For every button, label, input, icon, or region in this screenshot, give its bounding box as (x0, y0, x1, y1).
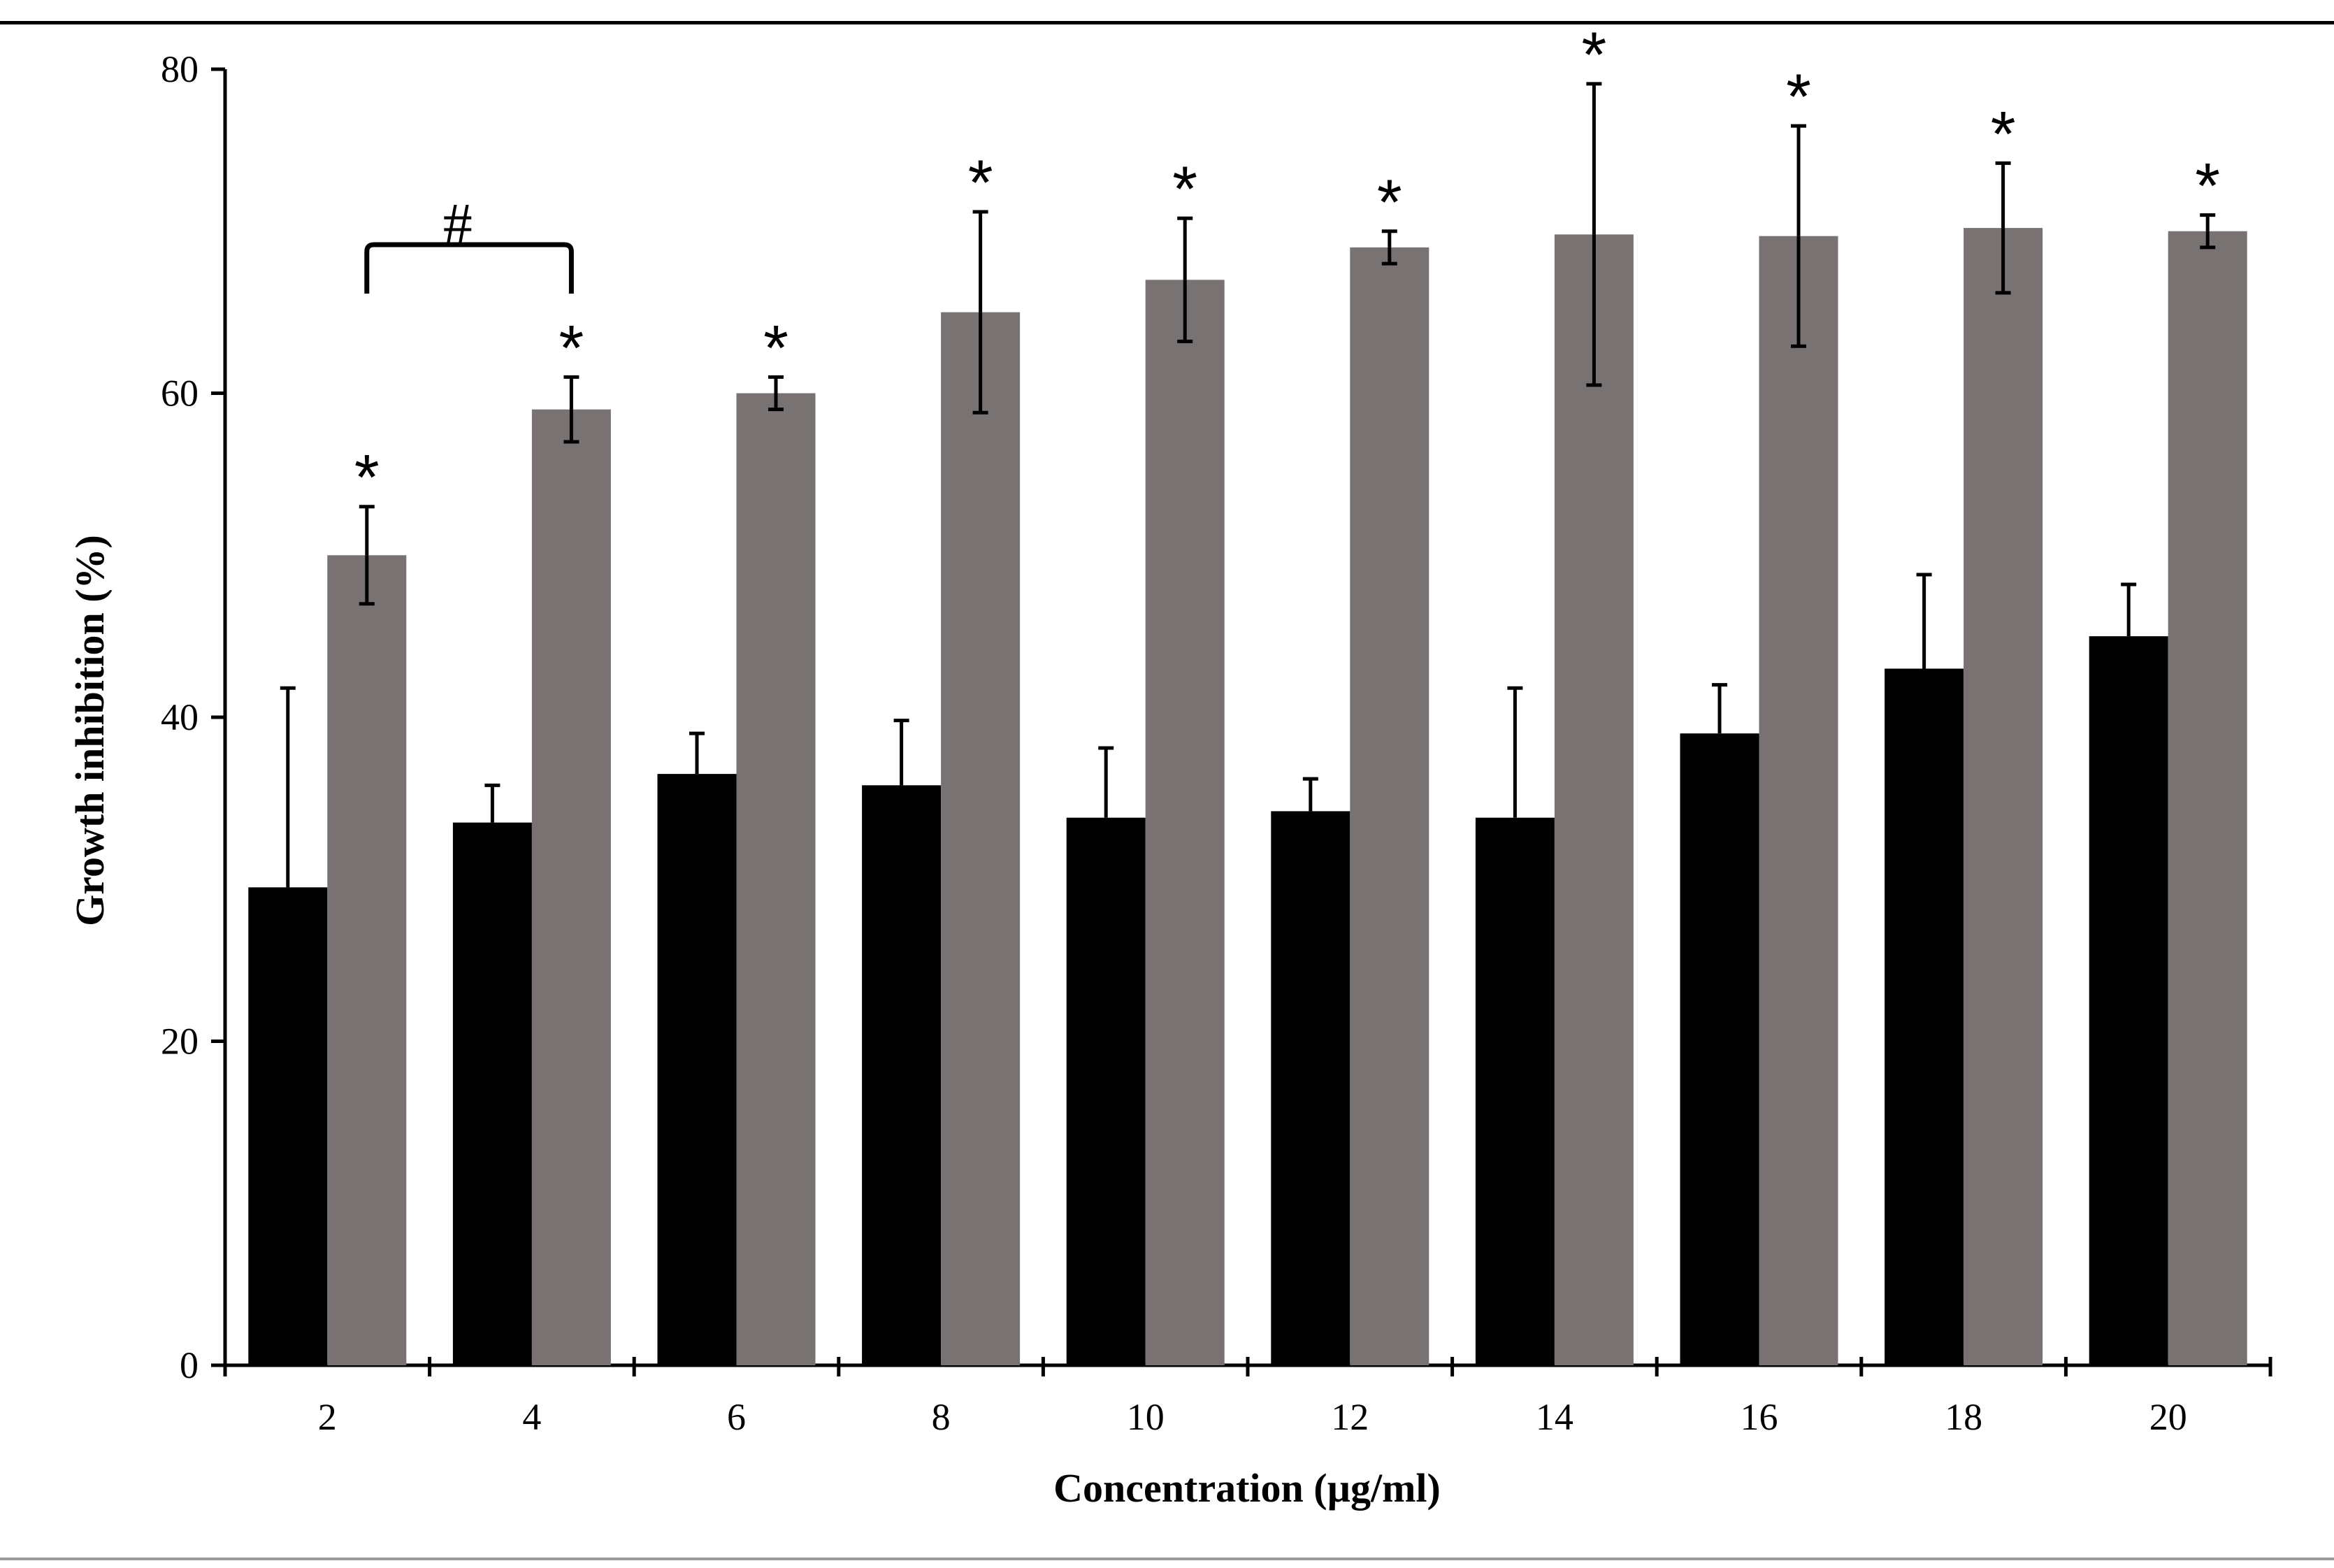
top-rule (0, 21, 2334, 24)
bar-1-2 (248, 887, 328, 1365)
x-tick-label: 12 (1331, 1396, 1369, 1438)
y-axis-title: Growth inhibition (%) (67, 535, 113, 926)
bar-1-16 (1680, 733, 1759, 1365)
significance-star: * (1377, 167, 1402, 238)
comparison-hash: # (443, 192, 473, 257)
annotations: * * * * * * * * * * # (354, 20, 2220, 514)
bar-2-18 (1964, 228, 2043, 1365)
significance-star: * (2195, 151, 2220, 222)
x-tick-label: 4 (522, 1396, 541, 1438)
bar-2-14 (1554, 234, 1634, 1365)
bar-1-6 (657, 774, 737, 1365)
x-axis-title: Concentration (µg/ml) (1053, 1465, 1441, 1511)
bar-2-2 (327, 555, 407, 1365)
significance-star: * (763, 312, 788, 384)
bar-2-4 (531, 409, 611, 1365)
bar-2-10 (1145, 280, 1225, 1365)
y-tick-label: 0 (180, 1344, 199, 1386)
significance-star: * (354, 443, 380, 514)
significance-star: * (1581, 20, 1606, 91)
bar-1-8 (862, 785, 942, 1365)
bar-2-20 (2168, 231, 2247, 1365)
x-tick-label: 10 (1127, 1396, 1165, 1438)
y-tick-label: 20 (161, 1021, 199, 1063)
error-bars (280, 82, 2216, 888)
y-tick-label: 60 (161, 373, 199, 415)
x-tick-label: 18 (1945, 1396, 1982, 1438)
bottom-rule (0, 1558, 2334, 1560)
y-tick-label: 80 (161, 48, 199, 90)
significance-star: * (559, 312, 584, 384)
x-tick-label: 6 (727, 1396, 746, 1438)
bars (248, 228, 2247, 1365)
significance-star: * (1172, 154, 1197, 225)
comparison-bracket (364, 242, 574, 294)
bar-1-20 (2089, 636, 2168, 1365)
y-axis: 0 20 40 60 80 (161, 48, 227, 1386)
bar-2-6 (736, 393, 816, 1365)
significance-star: * (1786, 62, 1811, 133)
x-tick-label: 16 (1741, 1396, 1778, 1438)
bar-2-12 (1350, 247, 1429, 1365)
bar-1-10 (1066, 817, 1146, 1365)
x-axis: 2 4 6 8 10 12 14 16 18 20 (223, 1357, 2272, 1438)
significance-star: * (968, 148, 993, 219)
bar-1-14 (1475, 817, 1555, 1365)
significance-star: * (1991, 99, 2016, 170)
bar-2-8 (941, 312, 1021, 1365)
bar-1-4 (452, 822, 532, 1365)
x-tick-label: 8 (932, 1396, 951, 1438)
x-tick-label: 2 (318, 1396, 337, 1438)
bar-2-16 (1759, 236, 1838, 1365)
bar-1-18 (1885, 668, 1964, 1365)
bar-1-12 (1271, 811, 1350, 1365)
y-tick-label: 40 (161, 696, 199, 738)
x-tick-label: 14 (1536, 1396, 1573, 1438)
x-tick-label: 20 (2149, 1396, 2187, 1438)
